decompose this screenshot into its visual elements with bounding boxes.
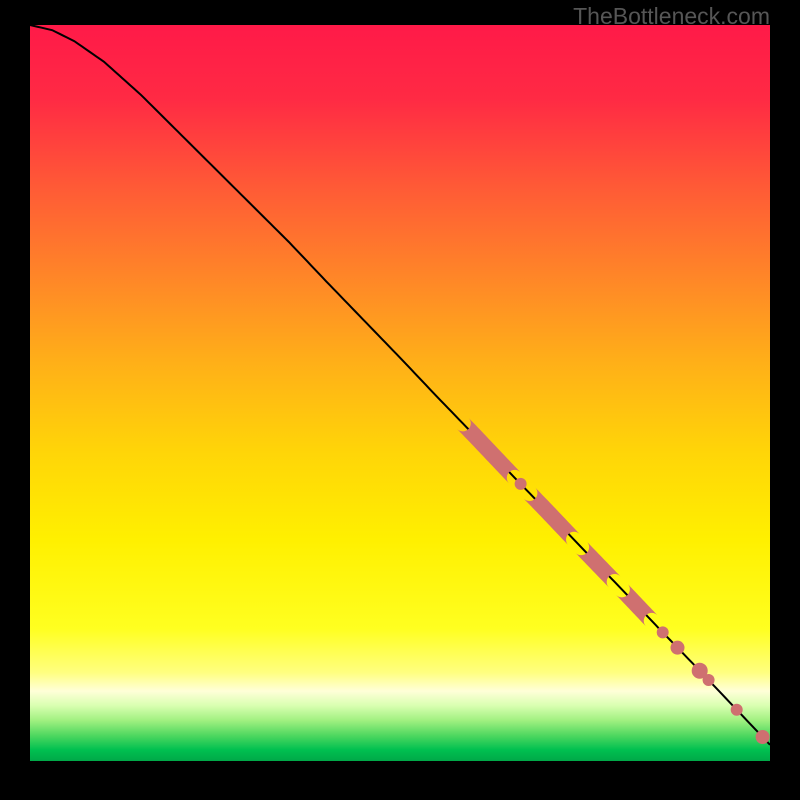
- marker-dot: [703, 674, 715, 686]
- gradient-background: [30, 25, 770, 761]
- watermark-text: TheBottleneck.com: [573, 3, 770, 30]
- marker-dot: [731, 704, 743, 716]
- marker-dot: [756, 730, 770, 744]
- bottleneck-chart: [0, 0, 800, 800]
- marker-dot: [515, 478, 527, 490]
- marker-dot: [671, 641, 685, 655]
- marker-dot: [657, 626, 669, 638]
- chart-stage: TheBottleneck.com: [0, 0, 800, 800]
